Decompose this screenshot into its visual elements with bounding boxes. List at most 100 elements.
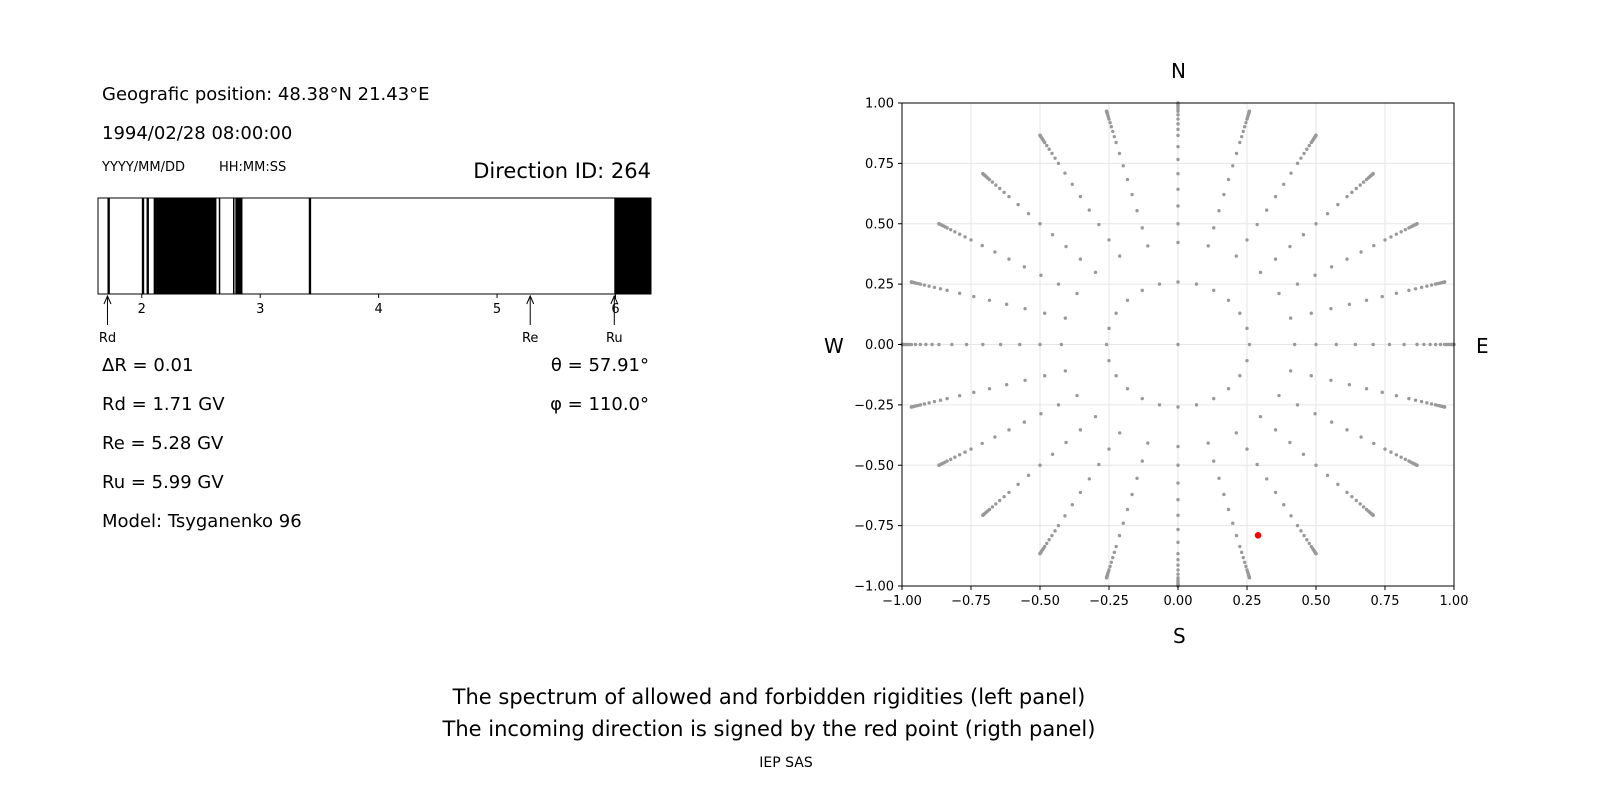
direction-point [1064,440,1068,445]
direction-point [1114,140,1118,145]
forbidden-band [614,198,651,294]
direction-point [1043,311,1047,315]
direction-point [1222,192,1226,197]
direction-point [1244,120,1248,125]
direction-point [1176,568,1180,572]
direction-point [1045,143,1049,148]
phi-text: φ = 110.0° [550,394,649,415]
direction-point [1329,378,1333,383]
direction-point [1070,182,1074,186]
direction-point [1176,481,1180,485]
direction-point [1325,473,1330,478]
direction-point [1394,453,1399,457]
spectrum-tick-label: 5 [493,302,501,317]
time-format-label: HH:MM:SS [219,160,287,175]
direction-point [972,294,976,299]
delta-r-text: ΔR = 0.01 [102,355,194,376]
spectrum-tick-label: 2 [138,302,146,317]
direction-point [980,441,984,446]
compass-north-label: N [1171,59,1186,83]
direction-point [1383,238,1387,242]
direction-point [1309,311,1313,315]
direction-point [1299,156,1303,160]
x-tick-label: 0.50 [1302,594,1331,609]
direction-point [937,342,941,347]
direction-point [1307,541,1311,546]
direction-point [1053,156,1057,160]
direction-point [1063,369,1068,373]
direction-point [1289,171,1293,175]
direction-point [927,401,931,405]
direction-point [937,222,941,226]
direction-point [948,227,953,232]
direction-point [957,453,962,457]
direction-point [1022,420,1027,424]
direction-point [1050,452,1055,456]
direction-point [1345,257,1349,261]
direction-point [994,502,998,506]
direction-point [1112,134,1117,139]
direction-point [1394,232,1399,236]
direction-point [1350,494,1354,499]
direction-point [945,288,949,293]
direction-point [1238,374,1242,378]
direction-point [1176,157,1180,162]
direction-point [1125,386,1130,391]
marker-label-re: Re [522,331,538,346]
direction-point [909,342,914,347]
direction-point [1176,127,1180,132]
model-text: Model: Tsyganenko 96 [102,511,302,532]
direction-point [930,342,934,347]
direction-point [1371,513,1375,517]
x-tick-label: −1.00 [882,594,922,609]
direction-point [1097,462,1101,467]
direction-point [1371,172,1375,176]
direction-point [1399,230,1403,234]
direction-point [1314,133,1318,138]
direction-point [1239,134,1244,139]
direction-point [1295,161,1300,166]
forbidden-band [107,198,110,294]
direction-point [1425,401,1429,405]
direction-point [1389,235,1393,239]
direction-point [1176,280,1180,284]
direction-point [1325,211,1330,216]
direction-point [1245,326,1249,331]
direction-point [1176,187,1180,191]
direction-point [1212,396,1216,401]
direction-point [1056,523,1061,528]
geo-position-text: Geografic position: 48.38°N 21.43°E [102,84,430,105]
direction-point [1415,342,1419,347]
direction-point [1111,129,1115,134]
direction-point [1140,288,1144,293]
direction-point [957,232,962,236]
direction-point [1176,172,1180,176]
direction-point [1305,147,1309,151]
direction-point [1206,441,1210,445]
direction-point [1176,113,1180,117]
direction-point [1016,482,1020,487]
direction-point [1097,222,1101,227]
direction-point [1222,492,1226,497]
direction-point [1176,513,1180,517]
direction-point [1176,405,1180,409]
direction-point [1056,282,1061,286]
direction-point [1429,283,1434,287]
compass-south-label: S [1173,624,1186,648]
direction-point [1176,342,1180,347]
direction-point [1104,576,1109,580]
y-tick-label: −0.50 [854,459,894,474]
direction-point [1176,133,1180,138]
direction-point [1212,288,1216,293]
direction-point [1282,182,1286,186]
direction-point [938,287,943,291]
direction-point [1059,342,1064,347]
direction-point [1107,326,1111,331]
direction-point [981,513,985,517]
direction-point [1347,382,1352,387]
direction-point [1402,342,1406,347]
direction-point [1038,133,1042,138]
direction-point [1016,202,1020,207]
direction-point [1299,529,1303,533]
direction-point [1255,462,1259,467]
